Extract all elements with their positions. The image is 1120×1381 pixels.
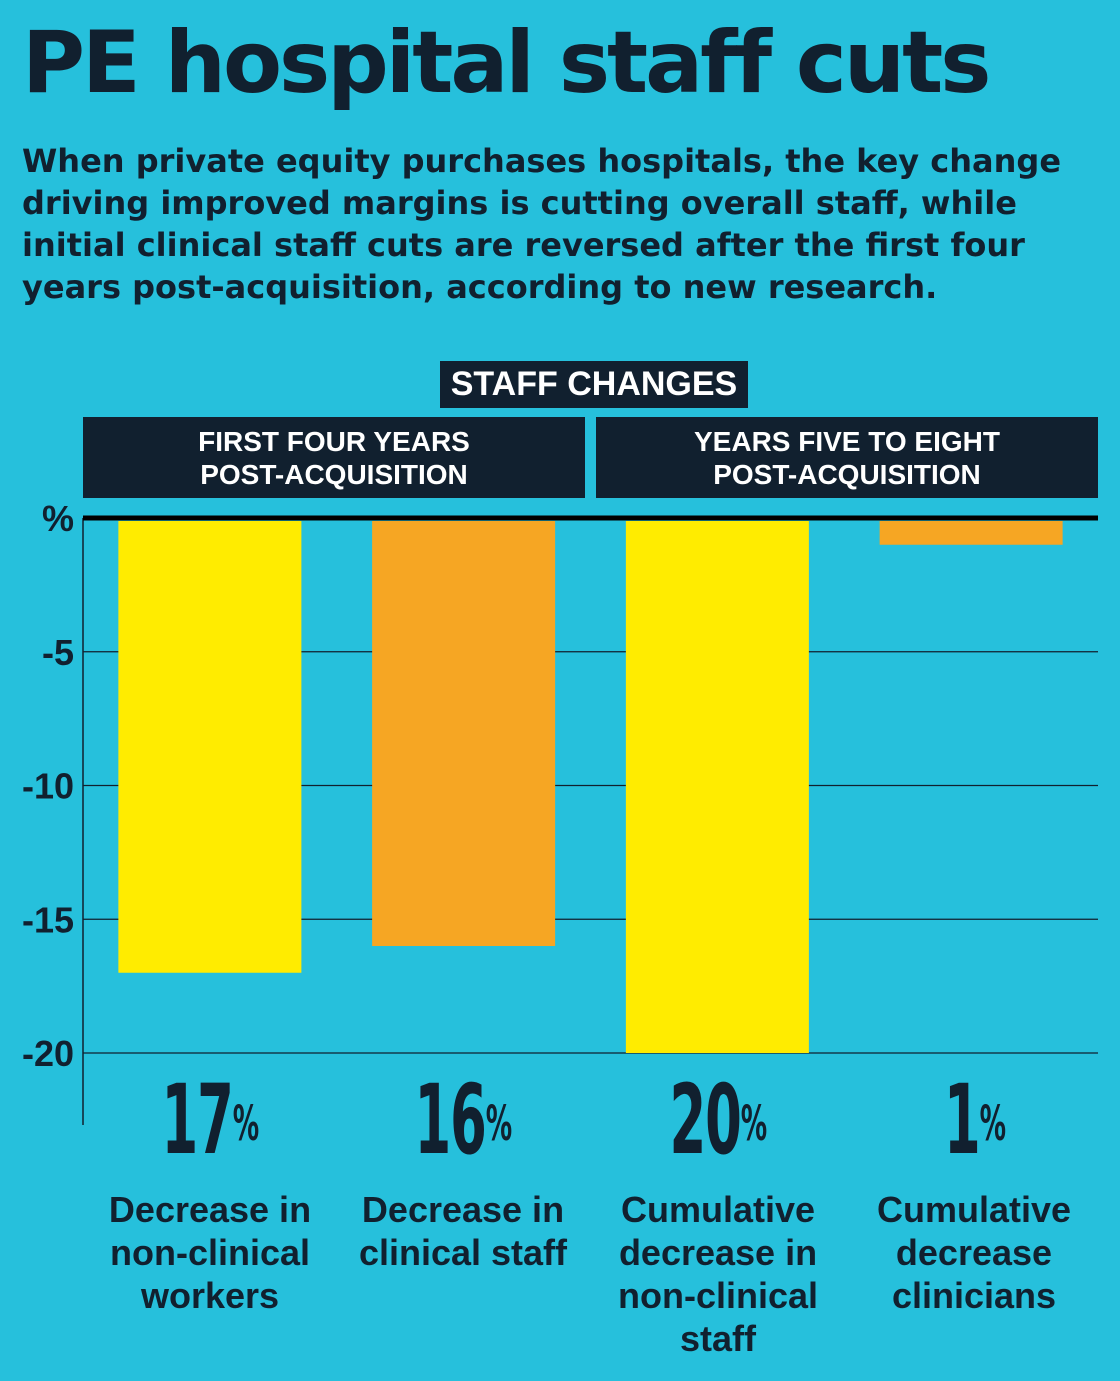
- percent-unit: %: [232, 1096, 259, 1152]
- y-tick-label: -20: [22, 1033, 74, 1074]
- y-tick-label: -5: [42, 632, 74, 673]
- bar: [372, 521, 556, 946]
- bar-chart: % -5 -10 -15 -20: [22, 500, 1098, 1125]
- section-label: STAFF CHANGES: [440, 361, 748, 408]
- stat-cumulative-non-clinical: 20% Cumulative decrease in non-clinical sta…: [590, 1060, 846, 1360]
- period-header-second: YEARS FIVE TO EIGHT POST-ACQUISITION: [596, 417, 1098, 498]
- stat-value: 16%: [414, 1064, 513, 1176]
- stat-description: Cumulative decrease clinicians: [876, 1189, 1072, 1316]
- period-header-first: FIRST FOUR YEARS POST-ACQUISITION: [83, 417, 585, 498]
- y-tick-label: %: [42, 500, 74, 539]
- stat-description: Cumulative decrease in non-clinical staff: [617, 1189, 819, 1359]
- stat-description: Decrease in non-clinical workers: [108, 1189, 312, 1316]
- percent-unit: %: [740, 1096, 767, 1152]
- period-header-line: POST-ACQUISITION: [713, 458, 981, 490]
- y-tick-label: -15: [22, 899, 74, 940]
- period-header-line: YEARS FIVE TO EIGHT: [694, 425, 1000, 457]
- chart-title: PE hospital staff cuts: [22, 13, 991, 113]
- y-tick-label: -10: [22, 766, 74, 807]
- percent-unit: %: [485, 1096, 512, 1152]
- stat-clinical-staff: 16% Decrease in clinical staff: [335, 1060, 591, 1274]
- stat-description: Decrease in clinical staff: [358, 1189, 568, 1273]
- bar: [879, 521, 1063, 545]
- period-header-line: FIRST FOUR YEARS: [198, 425, 470, 457]
- stat-non-clinical-workers: 17% Decrease in non-clinical workers: [82, 1060, 338, 1317]
- stat-value: 20%: [669, 1064, 768, 1176]
- stat-value: 17%: [161, 1064, 260, 1176]
- stat-value: 1%: [943, 1064, 1005, 1176]
- stat-cumulative-clinicians: 1% Cumulative decrease clinicians: [846, 1060, 1102, 1317]
- period-header-line: POST-ACQUISITION: [200, 458, 468, 490]
- bar: [118, 521, 302, 973]
- chart-subtitle: When private equity purchases hospitals,…: [22, 142, 1062, 306]
- percent-unit: %: [979, 1096, 1005, 1152]
- bar: [625, 521, 809, 1053]
